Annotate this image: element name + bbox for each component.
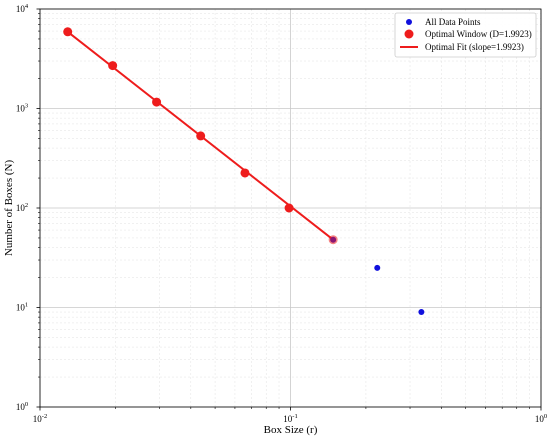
y-tick-exponent: 1 — [25, 302, 28, 309]
y-axis-label: Number of Boxes (N) — [3, 160, 15, 257]
x-tick-exponent: -1 — [292, 413, 297, 420]
y-tick-label: 102 — [16, 202, 28, 213]
optimal-window-point — [63, 27, 73, 37]
x-tick-label: 10-1 — [283, 413, 297, 424]
y-tick-base: 10 — [16, 104, 26, 114]
legend-marker-optimal-window — [404, 29, 414, 39]
optimal-window-point — [152, 97, 162, 107]
data-points-layer — [63, 27, 425, 316]
legend-label: All Data Points — [425, 17, 481, 27]
optimal-window-point — [240, 168, 250, 178]
x-tick-label: 10-2 — [33, 413, 47, 424]
y-tick-label: 101 — [16, 302, 28, 313]
y-tick-exponent: 4 — [25, 3, 29, 10]
optimal-window-point — [108, 61, 118, 71]
x-tick-base: 10 — [33, 414, 43, 424]
optimal-window-point — [328, 235, 338, 245]
y-tick-label: 103 — [16, 103, 28, 114]
y-tick-exponent: 3 — [25, 103, 28, 110]
axis-ticks — [36, 8, 542, 411]
optimal-window-point — [284, 203, 294, 213]
legend-label: Optimal Fit (slope=1.9923) — [425, 42, 524, 52]
y-tick-base: 10 — [16, 4, 26, 14]
y-tick-base: 10 — [16, 303, 26, 313]
x-tick-base: 10 — [535, 414, 545, 424]
legend-label: Optimal Window (D=1.9923) — [425, 29, 532, 39]
x-axis-label: Box Size (r) — [264, 424, 318, 436]
y-tick-base: 10 — [16, 203, 26, 213]
y-tick-base: 10 — [16, 402, 26, 412]
x-tick-exponent: -2 — [42, 413, 47, 420]
x-tick-base: 10 — [283, 414, 293, 424]
x-tick-exponent: 0 — [544, 413, 547, 420]
all-data-point — [418, 309, 425, 316]
x-tick-label: 100 — [535, 413, 547, 424]
y-tick-label: 104 — [16, 3, 29, 14]
y-tick-exponent: 0 — [25, 401, 28, 408]
all-data-point — [374, 264, 381, 271]
y-tick-label: 100 — [16, 401, 28, 412]
legend: All Data Points Optimal Window (D=1.9923)… — [394, 12, 537, 58]
y-tick-exponent: 2 — [25, 202, 28, 209]
legend-box — [394, 12, 537, 58]
optimal-window-point — [196, 131, 206, 141]
legend-marker-all-points — [406, 19, 412, 25]
